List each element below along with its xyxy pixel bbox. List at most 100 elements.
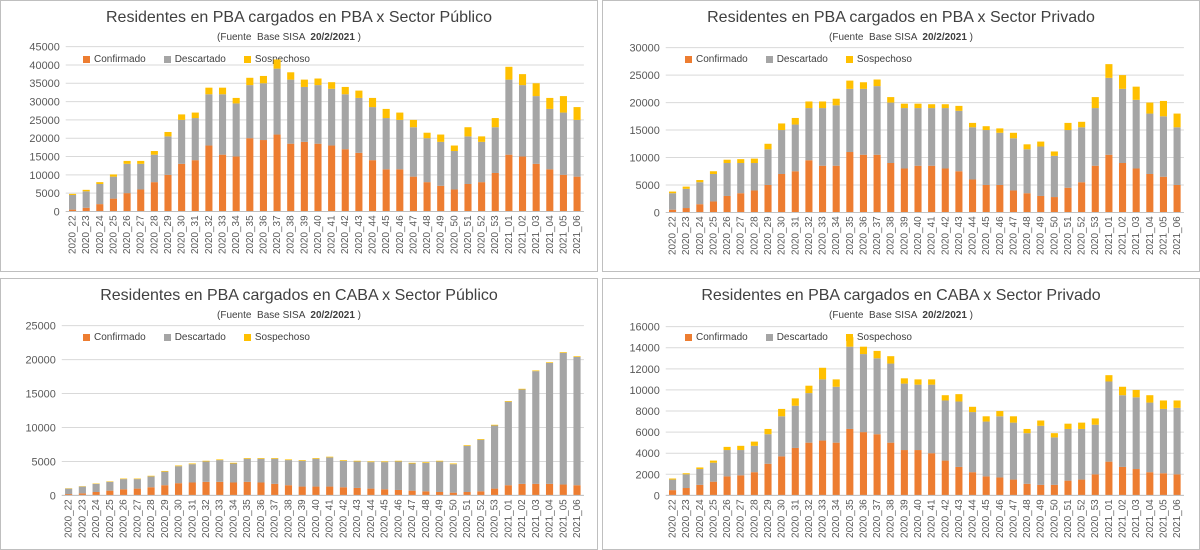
bar-confirmado-2020_29 xyxy=(164,174,172,212)
x-tick-label: 2020_45 xyxy=(380,499,391,538)
bar-descartado-2020_49 xyxy=(1037,146,1045,196)
bar-sospechoso-2020_24 xyxy=(96,182,104,184)
bar-confirmado-2020_32 xyxy=(805,160,813,213)
bar-descartado-2020_45 xyxy=(982,130,990,185)
bar-confirmado-2020_34 xyxy=(832,165,840,213)
bar-confirmado-2021_05 xyxy=(1159,176,1167,213)
x-tick-label: 2020_35 xyxy=(845,499,856,538)
bar-sospechoso-2020_41 xyxy=(928,104,936,109)
x-tick-label: 2020_51 xyxy=(1063,216,1074,255)
bar-confirmado-2020_47 xyxy=(1009,479,1018,496)
bar-sospechoso-2020_26 xyxy=(723,159,731,164)
bar-confirmado-2020_25 xyxy=(109,198,117,212)
x-tick-label: 2020_28 xyxy=(149,215,160,254)
bar-descartado-2020_40 xyxy=(914,384,922,451)
legend-label: Confirmado xyxy=(696,332,748,343)
bar-sospechoso-2021_03 xyxy=(532,83,540,97)
bar-descartado-2020_43 xyxy=(353,461,361,488)
bar-confirmado-2020_29 xyxy=(161,485,169,496)
bar-descartado-2020_24 xyxy=(92,483,100,493)
x-tick-label: 2020_22 xyxy=(668,499,679,538)
x-tick-label: 2020_53 xyxy=(1090,499,1101,538)
bar-descartado-2021_02 xyxy=(518,389,526,484)
bar-confirmado-2021_05 xyxy=(1159,473,1167,496)
bar-confirmado-2020_26 xyxy=(723,195,731,213)
legend-label: Confirmado xyxy=(94,54,146,65)
bar-sospechoso-2020_28 xyxy=(750,158,758,163)
bar-sospechoso-2020_32 xyxy=(805,101,813,109)
bar-descartado-2020_46 xyxy=(996,132,1004,185)
bar-confirmado-2020_40 xyxy=(914,450,922,496)
bar-sospechoso-2020_38 xyxy=(287,72,295,80)
bar-descartado-2020_52 xyxy=(1078,127,1086,183)
bar-descartado-2020_35 xyxy=(846,346,854,429)
bar-descartado-2021_06 xyxy=(573,119,581,177)
x-tick-label: 2020_40 xyxy=(313,215,324,254)
y-tick-label: 14000 xyxy=(629,343,659,355)
legend-item-descartado: Descartado xyxy=(765,54,828,65)
bar-descartado-2020_48 xyxy=(423,138,431,183)
bar-sospechoso-2020_53 xyxy=(491,424,499,426)
bar-confirmado-2020_43 xyxy=(353,487,361,496)
bar-sospechoso-2020_31 xyxy=(188,463,196,465)
x-tick-label: 2021_06 xyxy=(1172,499,1183,538)
bar-sospechoso-2020_41 xyxy=(326,456,334,458)
x-tick-label: 2020_28 xyxy=(749,499,760,538)
legend-label: Descartado xyxy=(174,54,226,65)
bar-sospechoso-2020_39 xyxy=(300,79,308,87)
bar-sospechoso-2020_30 xyxy=(778,123,786,131)
x-tick-label: 2021_06 xyxy=(572,215,583,254)
x-tick-label: 2020_51 xyxy=(462,499,473,538)
x-tick-label: 2020_26 xyxy=(122,215,133,254)
bar-confirmado-2020_39 xyxy=(300,141,308,212)
x-tick-label: 2021_01 xyxy=(1104,499,1115,538)
bar-sospechoso-2020_51 xyxy=(1064,122,1072,131)
bar-confirmado-2020_42 xyxy=(339,487,348,496)
legend-label: Descartado xyxy=(174,332,226,343)
bar-confirmado-2020_31 xyxy=(191,160,199,212)
y-tick-label: 30000 xyxy=(29,97,59,109)
y-tick-label: 10000 xyxy=(29,170,59,182)
x-tick-label: 2021_05 xyxy=(1158,499,1169,538)
y-tick-label: 0 xyxy=(54,206,60,218)
bar-confirmado-2021_04 xyxy=(1146,472,1154,496)
bar-sospechoso-2020_52 xyxy=(478,136,486,142)
x-tick-label: 2021_05 xyxy=(1158,216,1169,255)
legend-swatch xyxy=(83,56,90,63)
x-tick-label: 2020_32 xyxy=(201,499,212,538)
bar-confirmado-2020_51 xyxy=(1064,480,1072,496)
y-tick-label: 5000 xyxy=(36,188,60,200)
bar-confirmado-2020_30 xyxy=(778,173,786,213)
x-tick-label: 2020_45 xyxy=(981,499,992,538)
bar-sospechoso-2020_25 xyxy=(709,171,718,174)
bar-descartado-2020_44 xyxy=(368,107,377,161)
x-tick-label: 2020_49 xyxy=(1036,216,1047,255)
x-tick-label: 2020_50 xyxy=(1049,216,1060,255)
x-tick-label: 2020_47 xyxy=(408,215,419,254)
bar-descartado-2020_27 xyxy=(737,450,745,476)
y-tick-label: 35000 xyxy=(29,78,59,90)
bar-sospechoso-2021_03 xyxy=(1132,389,1140,398)
x-tick-label: 2020_39 xyxy=(297,499,308,538)
bar-confirmado-2020_30 xyxy=(174,483,183,496)
bar-descartado-2020_49 xyxy=(1037,425,1045,485)
bar-confirmado-2020_43 xyxy=(955,466,963,496)
bar-sospechoso-2020_34 xyxy=(232,97,240,104)
x-tick-label: 2020_37 xyxy=(270,499,281,538)
bar-sospechoso-2020_38 xyxy=(887,97,895,103)
bar-sospechoso-2020_46 xyxy=(396,112,404,120)
bar-descartado-2020_22 xyxy=(69,194,77,210)
bar-descartado-2021_05 xyxy=(1159,408,1167,474)
legend-item-descartado: Descartado xyxy=(765,332,828,343)
bar-sospechoso-2020_38 xyxy=(284,459,293,461)
bar-sospechoso-2020_47 xyxy=(408,462,416,464)
x-tick-label: 2020_27 xyxy=(736,216,747,255)
legend-label: Sospechoso xyxy=(856,54,912,65)
bar-descartado-2020_47 xyxy=(1009,422,1018,480)
x-tick-label: 2020_37 xyxy=(872,216,883,255)
bar-descartado-2020_30 xyxy=(178,119,186,164)
bar-confirmado-2020_35 xyxy=(246,138,254,212)
legend-label: Descartado xyxy=(776,54,828,65)
bar-sospechoso-2020_26 xyxy=(120,478,128,480)
bar-descartado-2020_31 xyxy=(191,118,199,161)
